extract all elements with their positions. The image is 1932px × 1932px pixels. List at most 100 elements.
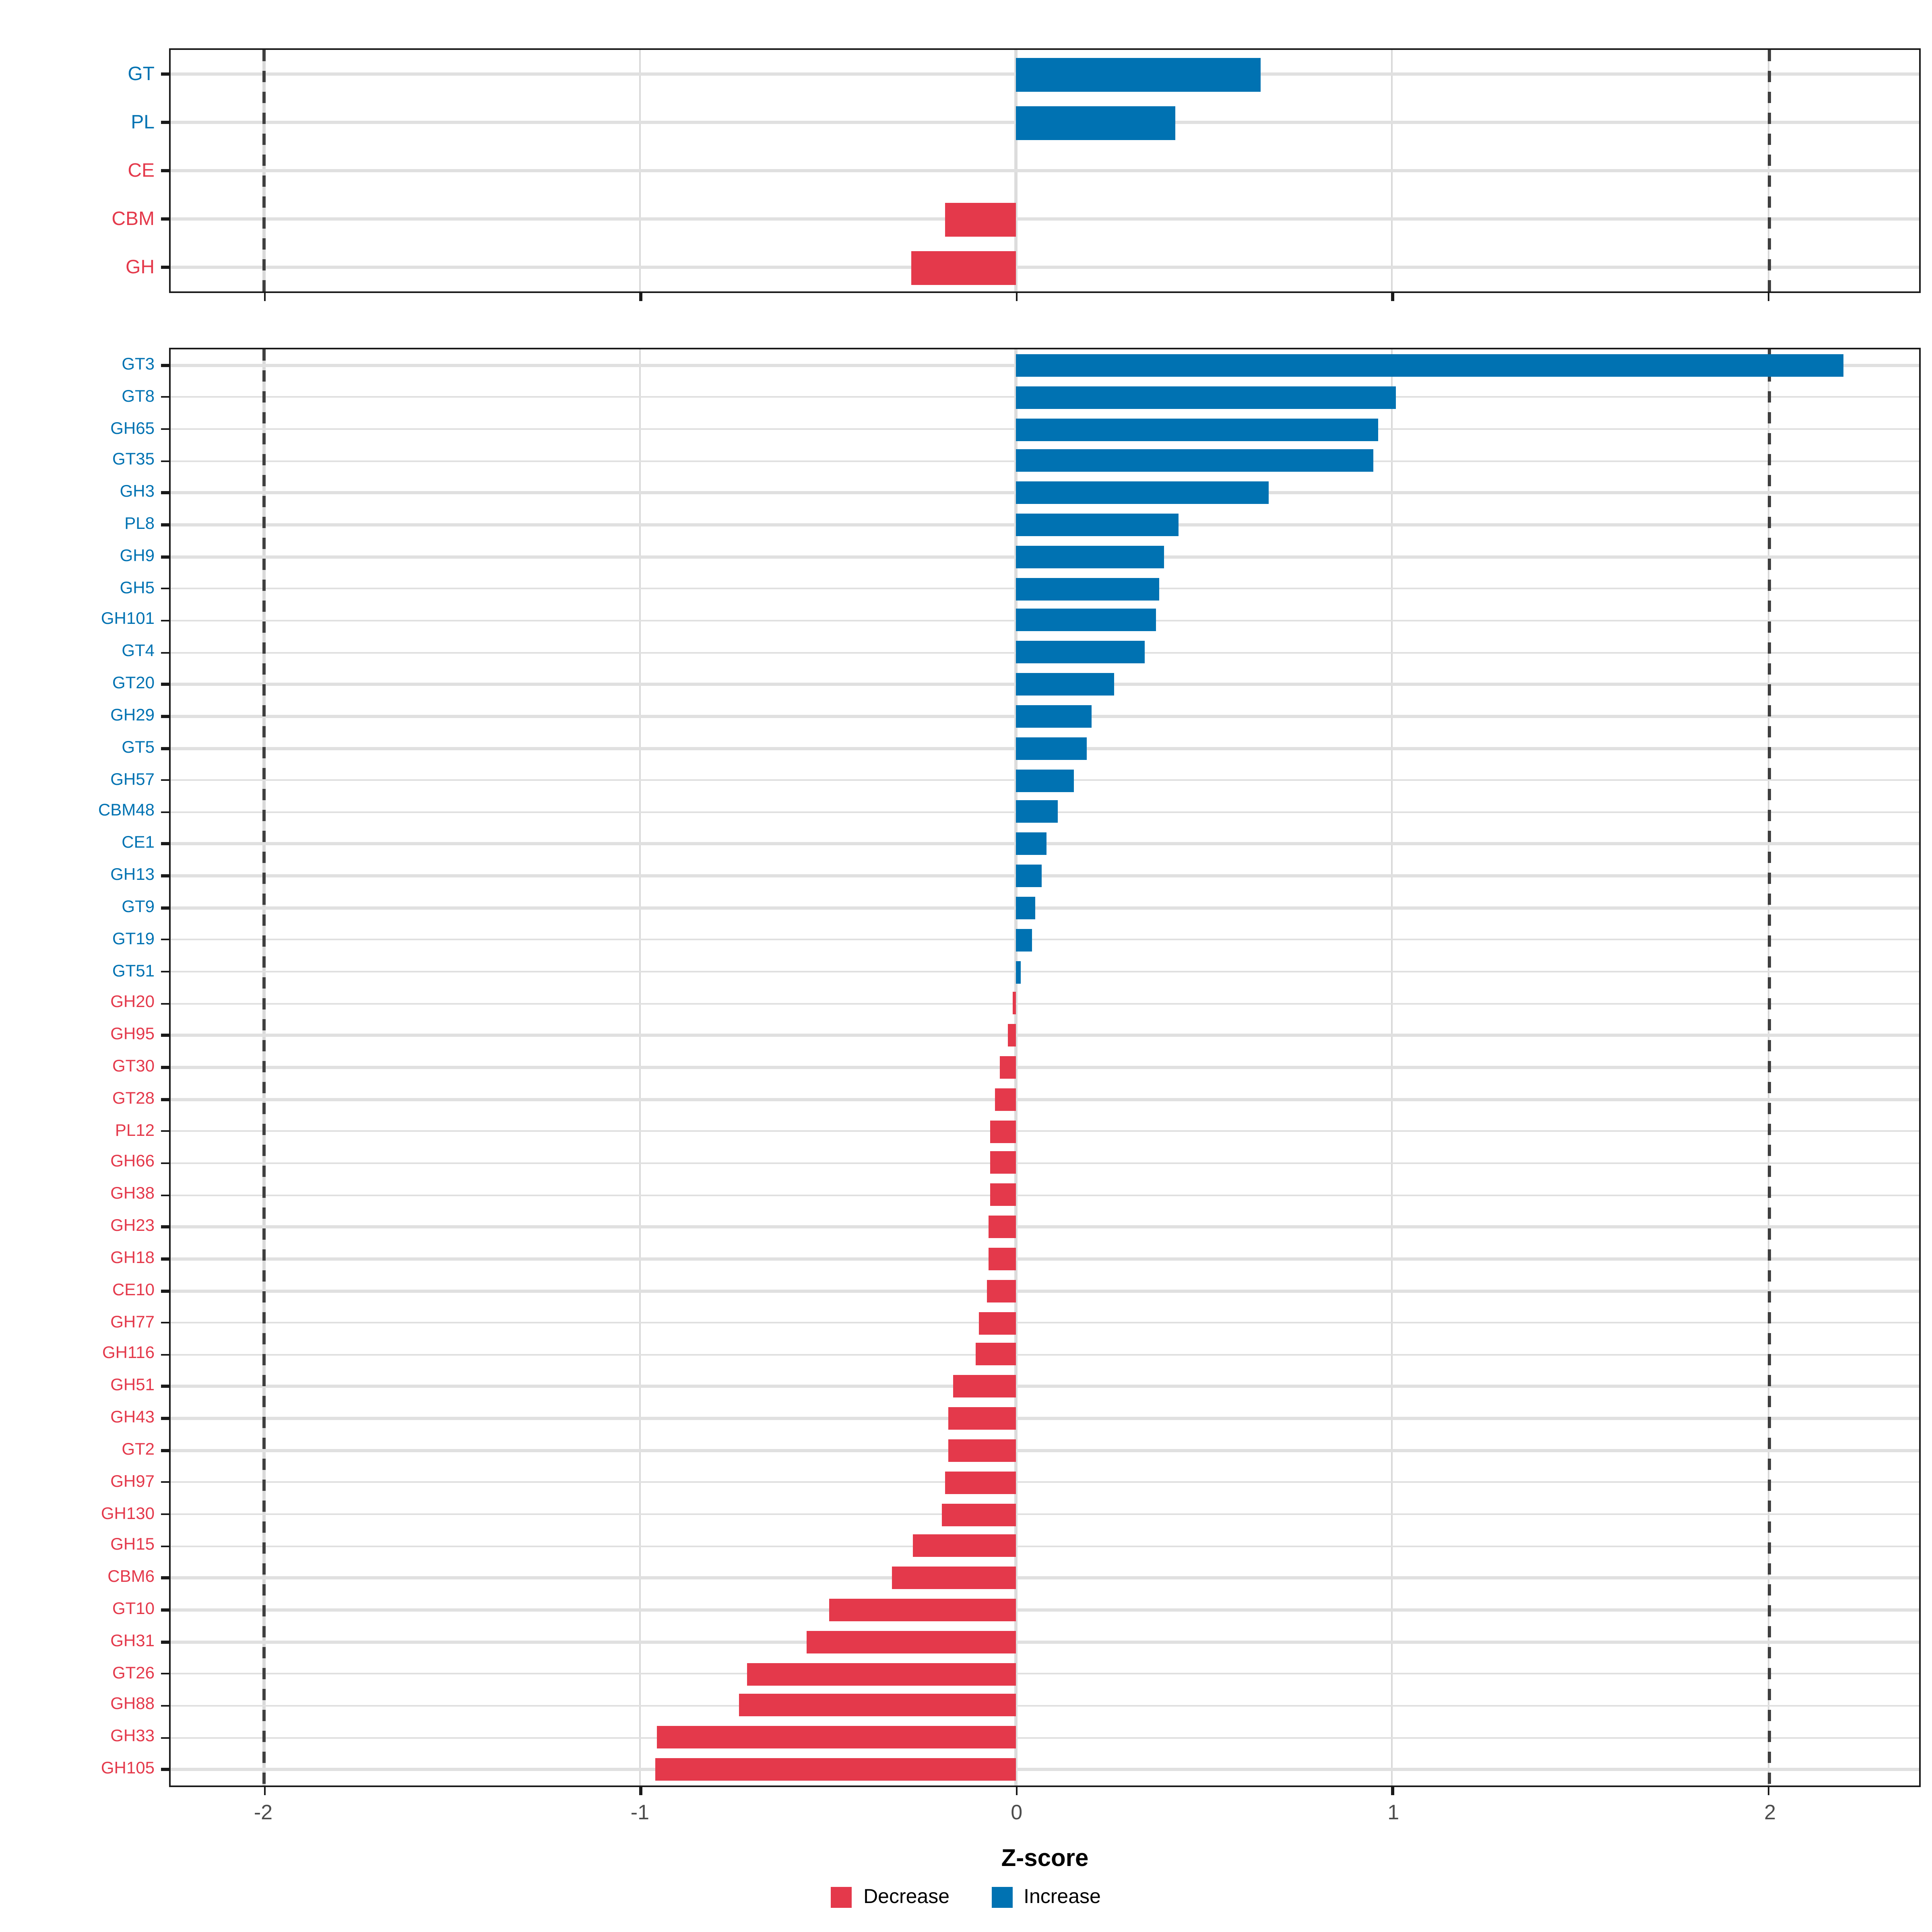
gridline-row-GT51 [171,970,1919,973]
axis-tick-CE1 [161,842,171,845]
axis-tick-GT4 [161,651,171,654]
bar-GH57 [1016,769,1073,792]
row-PL12: PL12 [115,1115,1919,1147]
axis-tick-GH23 [161,1226,171,1228]
legend-swatch-decrease [831,1887,852,1908]
legend: Decrease Increase [0,1887,1932,1908]
gridline-row-GH33 [171,1736,1919,1739]
bar-GH88 [738,1694,1017,1717]
row-GH65: GH65 [110,413,1919,445]
axis-tick-CE [161,169,171,172]
gridline-row-GH31 [171,1641,1919,1643]
gridline-row-CBM6 [171,1577,1919,1579]
axis-tick-GH29 [161,715,171,718]
bar-GH9 [1016,545,1164,568]
row-GH29: GH29 [110,700,1919,732]
category-label-CE1: CE1 [122,834,155,853]
bar-PL [1016,105,1175,139]
category-label-GH: GH [126,256,155,279]
x-tick-label-0: 0 [1011,1800,1023,1824]
category-label-GH97: GH97 [110,1472,155,1491]
category-label-GH38: GH38 [110,1185,155,1204]
category-label-CBM48: CBM48 [98,801,155,821]
gridline-row-GT2 [171,1449,1919,1452]
row-GH95: GH95 [110,1020,1919,1051]
category-label-GT: GT [128,62,155,85]
row-GH20: GH20 [110,988,1919,1020]
axis-tick-x-0 [1015,291,1018,301]
gridline-row-GH20 [171,1002,1919,1005]
row-GT3: GT3 [122,349,1919,381]
gridline-row-GH38 [171,1194,1919,1197]
bar-GH66 [990,1152,1017,1174]
legend-label-decrease: Decrease [863,1886,950,1908]
category-label-GT26: GT26 [112,1663,155,1683]
gridline-row-GH95 [171,1034,1919,1037]
bar-GH29 [1016,705,1092,728]
row-GH88: GH88 [110,1690,1919,1721]
category-label-GT8: GT8 [122,387,155,407]
axis-tick-GH65 [161,428,171,431]
axis-tick-x--2 [263,291,266,301]
axis-tick-x-1 [1391,291,1394,301]
x-axis: -2 -1 0 1 2 [169,1802,1921,1827]
bar-CBM [945,202,1017,236]
row-GH116: GH116 [102,1339,1919,1371]
row-CBM6: CBM6 [107,1562,1919,1594]
row-GT19: GT19 [112,924,1919,956]
bar-GH101 [1016,609,1156,632]
gridline-row-CBM [171,218,1919,220]
bar-GH130 [941,1503,1017,1525]
axis-tick-CE10 [161,1290,171,1292]
dashed-reference-line-x--2 [263,349,266,1785]
axis-tick-x--1 [639,1785,642,1795]
category-label-GH77: GH77 [110,1312,155,1332]
gridline-row-GH97 [171,1481,1919,1484]
row-GH9: GH9 [120,541,1919,573]
bar-GT19 [1016,928,1032,951]
axis-tick-GH57 [161,779,171,782]
axis-tick-GH77 [161,1321,171,1324]
x-axis-title: Z-score [1001,1845,1089,1872]
row-GH23: GH23 [110,1211,1919,1243]
gridline-row-GH51 [171,1385,1919,1388]
row-GH38: GH38 [110,1179,1919,1211]
gridline-row-GH23 [171,1226,1919,1228]
axis-tick-x-2 [1767,291,1770,301]
axis-tick-GH31 [161,1641,171,1643]
category-label-GT10: GT10 [112,1600,155,1619]
gridline-row-GH130 [171,1513,1919,1515]
axis-tick-GT20 [161,683,171,686]
axis-tick-GH3 [161,491,171,494]
axis-tick-GT28 [161,1098,171,1101]
axis-tick-GT51 [161,970,171,973]
gridline-row-GH15 [171,1545,1919,1548]
axis-tick-GH33 [161,1736,171,1739]
legend-label-increase: Increase [1024,1886,1101,1908]
bar-GH95 [1007,1024,1017,1047]
bar-GH5 [1016,577,1160,600]
bar-GH13 [1016,865,1041,888]
row-GT30: GT30 [112,1051,1919,1083]
gridline-row-GH13 [171,875,1919,877]
bar-GT9 [1016,896,1036,919]
category-label-GH130: GH130 [101,1504,155,1523]
axis-tick-GH18 [161,1257,171,1260]
x-tick-label-1: 1 [1387,1800,1399,1824]
dashed-reference-line-x-2 [1767,349,1771,1785]
bar-GT10 [828,1598,1017,1621]
bar-CBM6 [892,1567,1017,1589]
bar-GT20 [1016,673,1115,696]
bar-GT [1016,57,1261,91]
axis-tick-GT5 [161,747,171,750]
category-label-GH23: GH23 [110,1216,155,1236]
gridline-row-GH [171,266,1919,268]
axis-tick-x--2 [263,1785,266,1795]
legend-item-increase: Increase [991,1887,1101,1908]
bar-GH97 [945,1471,1017,1494]
category-label-GH20: GH20 [110,993,155,1013]
bar-GT26 [747,1662,1017,1685]
axis-tick-GT19 [161,938,171,941]
axis-tick-GH130 [161,1513,171,1515]
axis-tick-GH66 [161,1162,171,1164]
